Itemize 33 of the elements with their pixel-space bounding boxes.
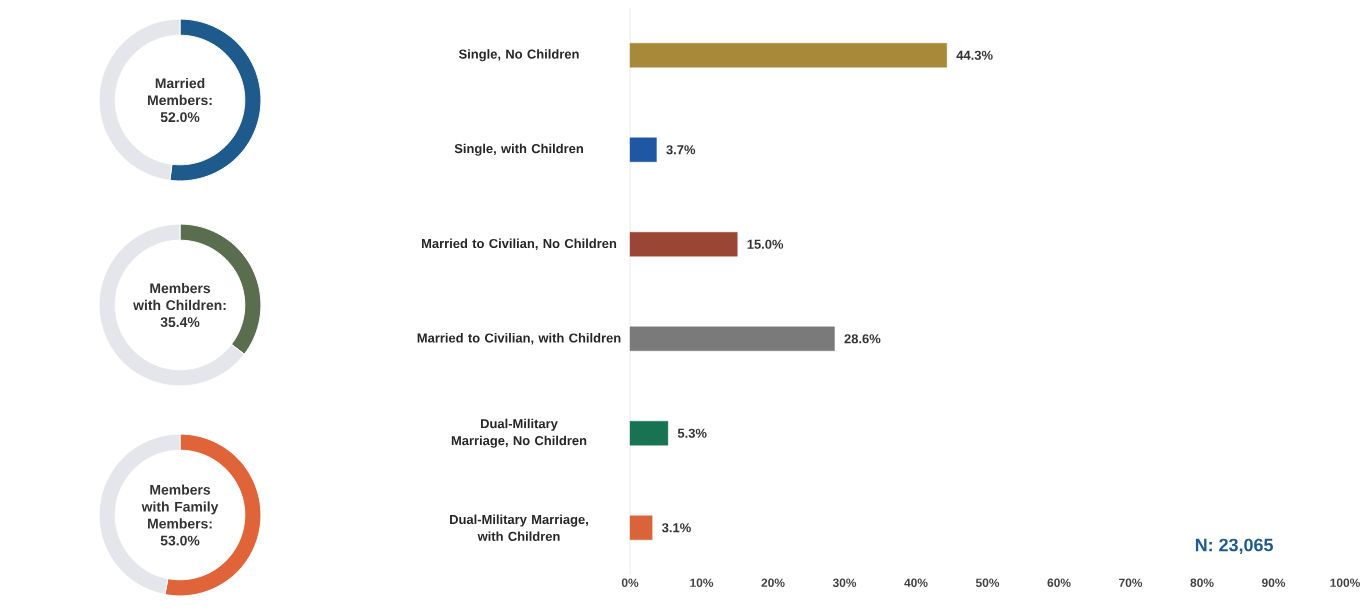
data-label: 5.3% xyxy=(677,428,707,438)
data-label: 3.7% xyxy=(666,145,696,155)
y-tick-label: Dual-Military Marriage, No Children xyxy=(451,418,587,448)
annotation: N: 23,065 xyxy=(1195,538,1273,554)
text: Married Members: 52.0% xyxy=(148,77,212,123)
x-tick-label: 20% xyxy=(761,578,785,587)
y-tick-label: Single, with Children xyxy=(454,143,583,156)
data-label: 28.6% xyxy=(844,334,881,344)
bar xyxy=(629,326,835,351)
text: Members with Family Members: 53.0% xyxy=(141,484,219,546)
x-tick-label: 90% xyxy=(1261,578,1286,587)
x-tick-label: 70% xyxy=(1119,578,1143,587)
text: Members with Children: 35.4% xyxy=(133,282,226,328)
x-tick-label: 10% xyxy=(690,578,714,587)
x-tick-label: 80% xyxy=(1190,578,1214,587)
bar xyxy=(629,515,653,540)
bar xyxy=(629,43,947,68)
x-tick-label: 0% xyxy=(621,578,639,587)
bar xyxy=(629,137,657,162)
x-tick-label: 100% xyxy=(1330,578,1360,587)
data-label: 44.3% xyxy=(956,50,993,60)
bar xyxy=(629,421,669,446)
bar xyxy=(629,232,738,257)
x-tick-label: 50% xyxy=(975,578,1000,587)
x-tick-label: 40% xyxy=(904,578,928,587)
x-tick-label: 60% xyxy=(1047,578,1071,587)
data-label: 15.0% xyxy=(747,239,784,249)
y-tick-label: Single, No Children xyxy=(458,49,579,62)
data-label: 3.1% xyxy=(662,523,691,533)
x-tick-label: 30% xyxy=(832,578,857,588)
y-tick-label: Married to Civilian, with Children xyxy=(417,333,621,345)
y-tick-label: Married to Civilian, No Children xyxy=(421,238,617,250)
y-tick-label: Dual-Military Marriage, with Children xyxy=(450,514,588,541)
